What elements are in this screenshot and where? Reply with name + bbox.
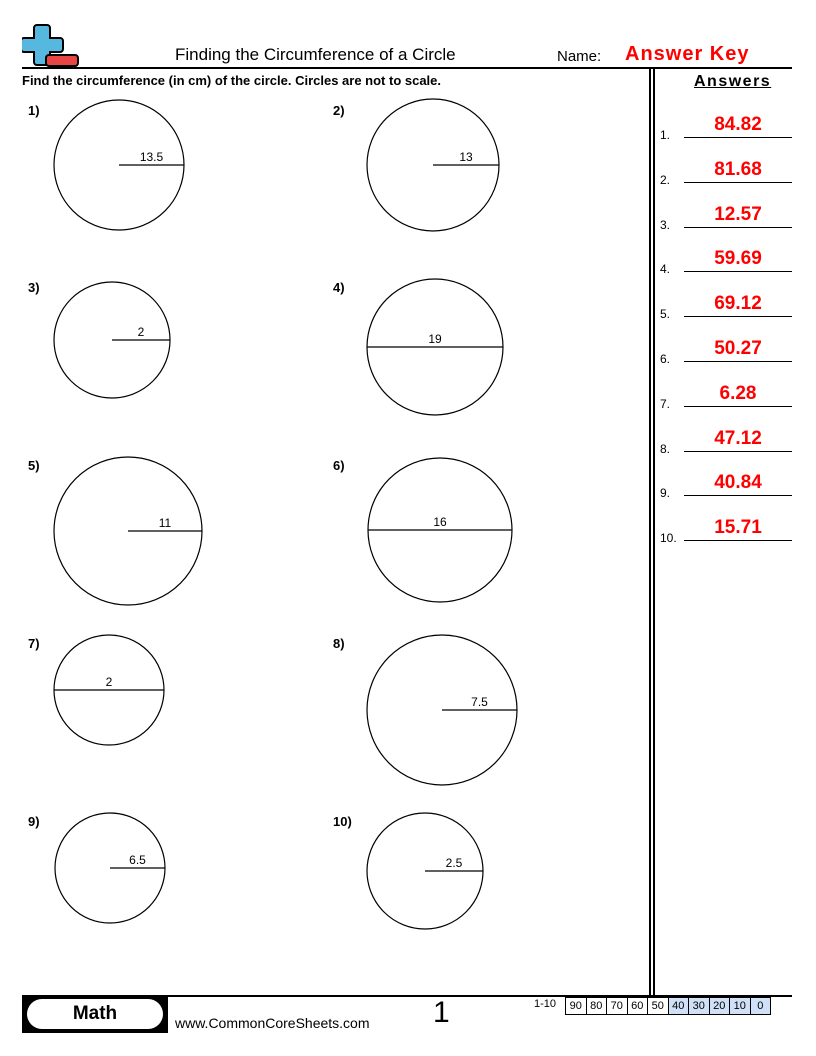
radius-value: 7.5 bbox=[471, 695, 488, 709]
answer-row: 4. 59.69 bbox=[660, 242, 792, 276]
score-table: 90 80 70 60 50 40 30 20 10 0 bbox=[565, 997, 771, 1015]
circle-figure: 2 bbox=[53, 281, 171, 399]
circle-figure: 2 bbox=[53, 634, 165, 746]
problem-number: 4) bbox=[333, 280, 345, 295]
answer-line bbox=[684, 540, 792, 542]
answer-value: 15.71 bbox=[714, 517, 762, 539]
radius-value: 2.5 bbox=[446, 856, 463, 870]
score-cell: 10 bbox=[730, 998, 751, 1014]
name-label: Name: bbox=[557, 48, 602, 65]
circle-figure: 13 bbox=[366, 98, 500, 232]
answer-number: 3. bbox=[660, 217, 671, 232]
header-divider bbox=[22, 67, 792, 69]
problem-number: 7) bbox=[28, 636, 40, 651]
answer-row: 7. 6.28 bbox=[660, 377, 792, 411]
name-value: Answer Key bbox=[625, 43, 750, 65]
footer-divider bbox=[22, 995, 792, 997]
answer-value: 12.57 bbox=[714, 203, 762, 225]
answer-line bbox=[684, 137, 792, 138]
score-cell: 40 bbox=[668, 998, 689, 1014]
column-divider bbox=[649, 69, 651, 997]
score-cell: 50 bbox=[648, 998, 669, 1014]
diameter-value: 2 bbox=[106, 675, 113, 689]
score-cell: 70 bbox=[607, 998, 628, 1014]
answer-number: 6. bbox=[660, 352, 671, 366]
circle-figure: 11 bbox=[53, 456, 203, 606]
answer-value: 50.27 bbox=[714, 338, 762, 359]
answer-line bbox=[684, 181, 792, 183]
answer-row: 10. 15.71 bbox=[660, 511, 792, 545]
worksheet-title: Finding the Circumference of a Circle bbox=[175, 45, 456, 64]
answer-number: 1. bbox=[660, 128, 671, 142]
radius-value: 6.5 bbox=[129, 853, 146, 867]
answer-line bbox=[684, 450, 792, 452]
answer-row: 5. 69.12 bbox=[660, 287, 792, 321]
circle-figure: 13.5 bbox=[53, 99, 185, 231]
score-cell: 80 bbox=[587, 998, 607, 1014]
answer-number: 9. bbox=[660, 486, 671, 501]
circle-figure: 2.5 bbox=[366, 812, 484, 930]
answers-title: Answers bbox=[694, 73, 772, 90]
problem-number: 2) bbox=[333, 103, 345, 118]
radius-value: 13.5 bbox=[140, 150, 164, 164]
answer-row: 6. 50.27 bbox=[660, 332, 792, 366]
diameter-value: 19 bbox=[428, 332, 442, 346]
answer-line bbox=[684, 405, 792, 407]
answer-row: 1. 84.82 bbox=[660, 108, 792, 142]
radius-value: 11 bbox=[159, 516, 172, 530]
subject-label: Math bbox=[27, 999, 163, 1029]
answer-value: 6.28 bbox=[719, 382, 757, 404]
radius-value: 2 bbox=[138, 325, 145, 339]
answer-line bbox=[684, 361, 792, 362]
problem-number: 6) bbox=[333, 458, 345, 473]
problem-number: 10) bbox=[333, 814, 352, 829]
score-cell: 60 bbox=[628, 998, 648, 1014]
circle-figure: 19 bbox=[366, 278, 504, 416]
problem-number: 1) bbox=[28, 103, 40, 118]
problem-number: 8) bbox=[333, 636, 345, 651]
score-cell: 0 bbox=[750, 998, 770, 1014]
problem-number: 5) bbox=[28, 458, 40, 473]
answer-row: 9. 40.84 bbox=[660, 466, 792, 500]
answer-number: 10. bbox=[660, 531, 677, 546]
plus-minus-logo-icon bbox=[22, 24, 79, 67]
answer-number: 2. bbox=[660, 172, 671, 187]
score-range: 1-10 bbox=[534, 998, 557, 1010]
answer-number: 8. bbox=[660, 441, 671, 456]
answer-line bbox=[684, 316, 792, 318]
instructions: Find the circumference (in cm) of the ci… bbox=[22, 73, 442, 88]
answer-number: 4. bbox=[660, 262, 671, 277]
problem-number: 9) bbox=[28, 814, 40, 829]
answer-line bbox=[684, 495, 792, 497]
page-number: 1 bbox=[433, 996, 450, 1029]
answer-row: 8. 47.12 bbox=[660, 422, 792, 456]
diameter-value: 16 bbox=[433, 515, 447, 529]
answer-value: 84.82 bbox=[714, 114, 762, 135]
answer-value: 69.12 bbox=[714, 293, 762, 315]
column-divider bbox=[653, 69, 655, 997]
answer-value: 59.69 bbox=[714, 248, 762, 270]
radius-value: 13 bbox=[459, 150, 473, 164]
website-link[interactable]: www.CommonCoreSheets.com bbox=[175, 1015, 370, 1031]
score-cell: 30 bbox=[689, 998, 710, 1014]
answer-row: 3. 12.57 bbox=[660, 198, 792, 232]
answer-number: 5. bbox=[660, 307, 671, 322]
answer-line bbox=[684, 226, 792, 228]
circle-figure: 7.5 bbox=[366, 634, 518, 786]
score-cell: 90 bbox=[566, 998, 587, 1014]
answer-value: 81.68 bbox=[714, 158, 762, 180]
answer-value: 47.12 bbox=[714, 427, 762, 449]
problem-number: 3) bbox=[28, 280, 40, 295]
circle-figure: 6.5 bbox=[54, 812, 166, 924]
answer-line bbox=[684, 271, 792, 273]
answer-number: 7. bbox=[660, 396, 671, 411]
score-cell: 20 bbox=[709, 998, 730, 1014]
circle-figure: 16 bbox=[367, 457, 513, 603]
answer-value: 40.84 bbox=[714, 472, 762, 494]
answer-row: 2. 81.68 bbox=[660, 153, 792, 187]
